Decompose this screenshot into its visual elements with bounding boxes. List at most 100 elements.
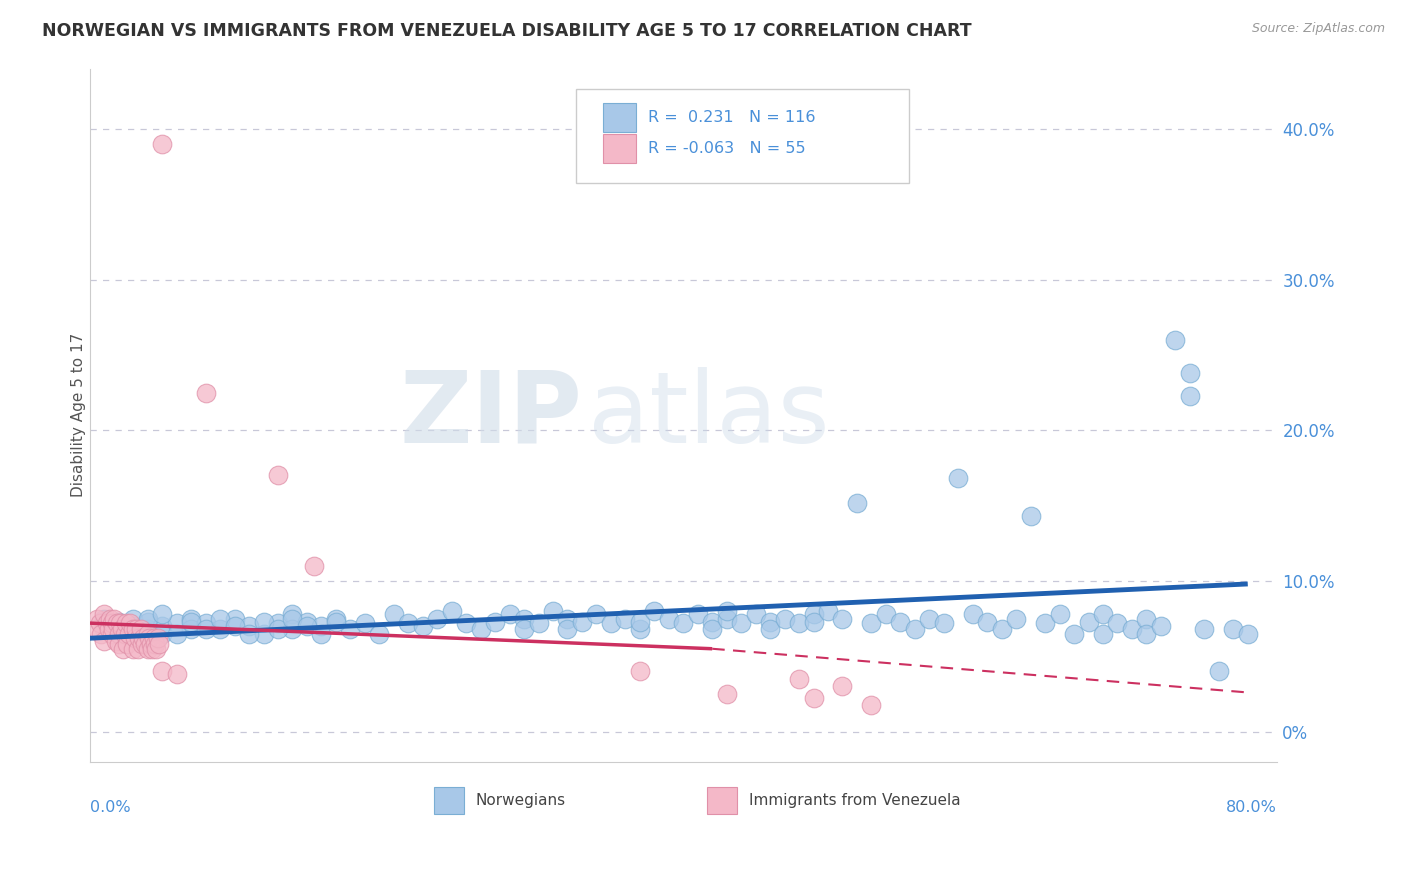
- Point: [904, 622, 927, 636]
- Point: [86, 622, 108, 636]
- Point: [136, 622, 159, 636]
- Point: [238, 619, 260, 633]
- Point: [396, 616, 419, 631]
- Point: [145, 641, 167, 656]
- Point: [803, 607, 825, 621]
- Point: [252, 626, 274, 640]
- Text: 80.0%: 80.0%: [1226, 800, 1277, 815]
- Point: [325, 615, 347, 629]
- Point: [1049, 607, 1071, 621]
- Text: 0.0%: 0.0%: [90, 800, 131, 815]
- Point: [353, 616, 375, 631]
- Point: [860, 698, 883, 712]
- Point: [716, 612, 738, 626]
- Text: Immigrants from Venezuela: Immigrants from Venezuela: [748, 793, 960, 808]
- Point: [267, 468, 290, 483]
- Point: [101, 622, 124, 636]
- Text: Norwegians: Norwegians: [475, 793, 565, 808]
- Point: [122, 619, 145, 633]
- Point: [498, 607, 520, 621]
- Point: [107, 616, 129, 631]
- Point: [311, 626, 333, 640]
- FancyBboxPatch shape: [576, 89, 908, 183]
- Point: [456, 616, 478, 631]
- Point: [716, 604, 738, 618]
- Text: Source: ZipAtlas.com: Source: ZipAtlas.com: [1251, 22, 1385, 36]
- Point: [702, 622, 724, 636]
- Point: [150, 607, 173, 621]
- Point: [1005, 612, 1028, 626]
- Point: [1135, 626, 1157, 640]
- Point: [143, 637, 166, 651]
- Point: [111, 622, 134, 636]
- Point: [107, 615, 129, 629]
- Point: [831, 612, 853, 626]
- Point: [295, 615, 318, 629]
- Point: [773, 612, 796, 626]
- Point: [180, 622, 202, 636]
- Point: [180, 612, 202, 626]
- Point: [976, 615, 998, 629]
- Point: [136, 626, 159, 640]
- Point: [107, 626, 129, 640]
- Point: [1222, 622, 1244, 636]
- Point: [267, 616, 290, 631]
- Point: [122, 622, 145, 636]
- Point: [1150, 619, 1173, 633]
- Point: [148, 637, 170, 651]
- Point: [311, 619, 333, 633]
- Point: [150, 626, 173, 640]
- Point: [1121, 622, 1143, 636]
- Point: [180, 615, 202, 629]
- Point: [93, 616, 115, 631]
- Point: [166, 626, 188, 640]
- Point: [122, 641, 145, 656]
- Point: [1236, 626, 1258, 640]
- Point: [104, 634, 127, 648]
- Point: [541, 604, 564, 618]
- Point: [585, 607, 607, 621]
- Point: [129, 622, 152, 636]
- Point: [339, 622, 361, 636]
- Point: [1208, 665, 1230, 679]
- Point: [686, 607, 709, 621]
- Point: [302, 558, 325, 573]
- Point: [100, 626, 122, 640]
- Point: [150, 136, 173, 151]
- Point: [136, 615, 159, 629]
- Point: [136, 612, 159, 626]
- Point: [107, 637, 129, 651]
- Point: [142, 631, 165, 645]
- Point: [990, 622, 1012, 636]
- Point: [948, 471, 970, 485]
- Point: [1077, 615, 1099, 629]
- Point: [105, 616, 128, 631]
- Point: [194, 622, 217, 636]
- Point: [918, 612, 941, 626]
- Point: [118, 626, 141, 640]
- Point: [325, 612, 347, 626]
- Point: [787, 616, 810, 631]
- Point: [730, 616, 752, 631]
- Point: [122, 622, 145, 636]
- Point: [1135, 612, 1157, 626]
- Point: [150, 665, 173, 679]
- Point: [412, 619, 434, 633]
- Point: [571, 615, 593, 629]
- Point: [932, 616, 955, 631]
- Point: [93, 607, 115, 621]
- Point: [96, 616, 118, 631]
- Point: [138, 631, 160, 645]
- Point: [166, 616, 188, 631]
- Point: [1033, 616, 1056, 631]
- Point: [128, 631, 150, 645]
- Point: [382, 607, 405, 621]
- Point: [136, 641, 159, 656]
- Point: [281, 612, 304, 626]
- Point: [150, 619, 173, 633]
- Point: [889, 615, 911, 629]
- Point: [122, 612, 145, 626]
- Text: R = -0.063   N = 55: R = -0.063 N = 55: [648, 142, 806, 156]
- Point: [93, 612, 115, 626]
- Point: [368, 626, 391, 640]
